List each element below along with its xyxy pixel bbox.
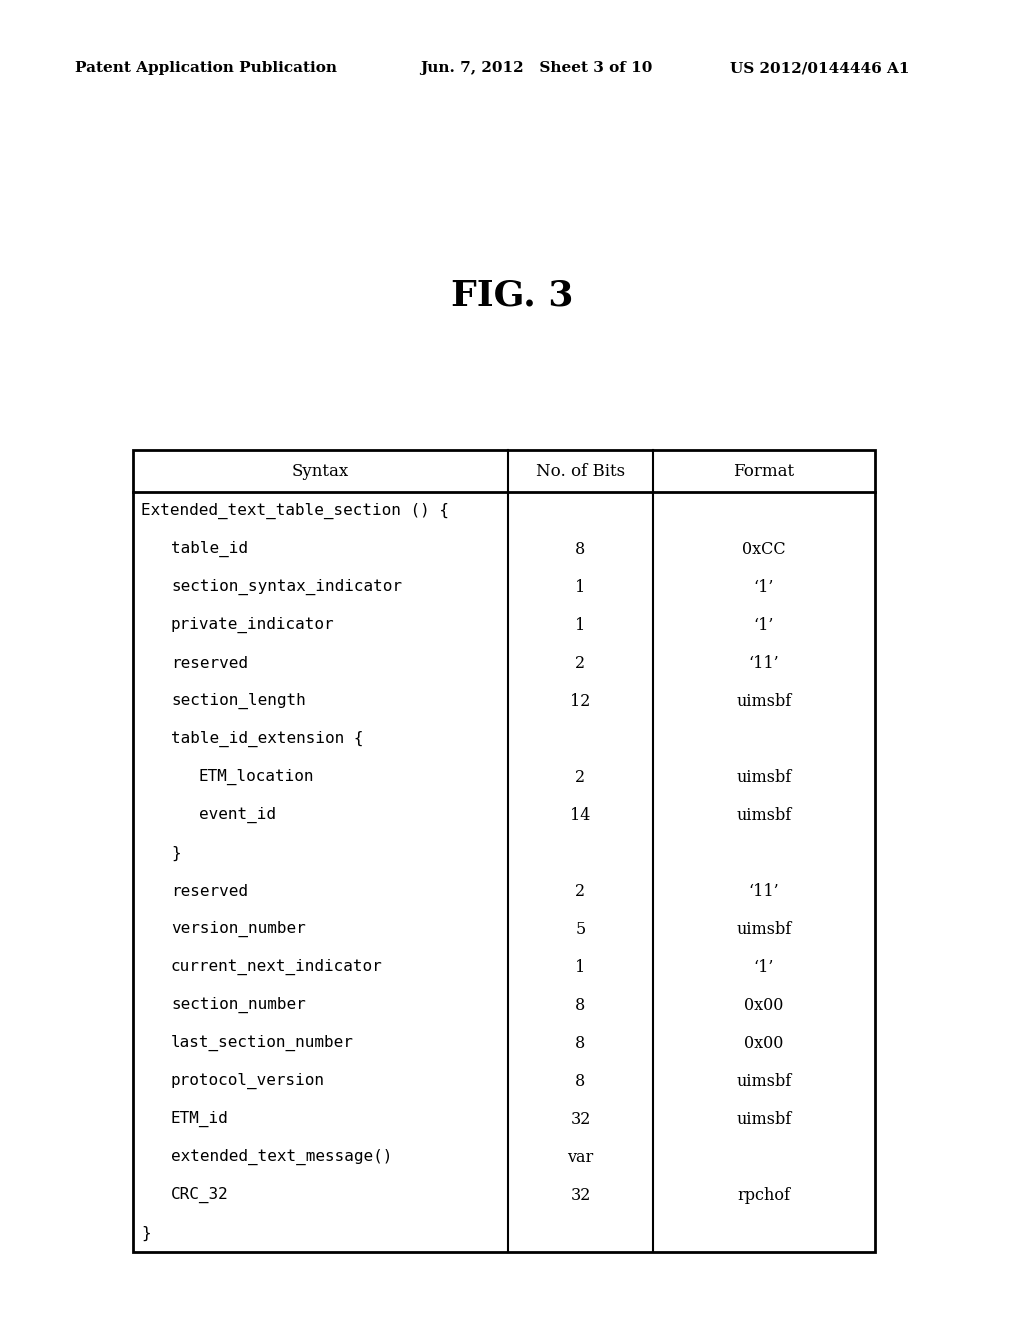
Text: Syntax: Syntax — [292, 462, 349, 479]
Text: 1: 1 — [575, 616, 586, 634]
Text: ‘1’: ‘1’ — [754, 616, 774, 634]
Text: reserved: reserved — [171, 883, 248, 899]
Text: Format: Format — [733, 462, 795, 479]
Text: uimsbf: uimsbf — [736, 768, 792, 785]
Text: uimsbf: uimsbf — [736, 1110, 792, 1127]
Text: US 2012/0144446 A1: US 2012/0144446 A1 — [730, 61, 909, 75]
Text: rpchof: rpchof — [737, 1187, 791, 1204]
Text: No. of Bits: No. of Bits — [536, 462, 625, 479]
Text: ‘1’: ‘1’ — [754, 578, 774, 595]
Text: 5: 5 — [575, 920, 586, 937]
Text: current_next_indicator: current_next_indicator — [171, 958, 383, 975]
Text: 2: 2 — [575, 655, 586, 672]
Text: 2: 2 — [575, 768, 586, 785]
Text: ETM_location: ETM_location — [199, 768, 314, 785]
Text: 12: 12 — [570, 693, 591, 710]
Text: 8: 8 — [575, 1072, 586, 1089]
Text: FIG. 3: FIG. 3 — [451, 279, 573, 312]
Text: section_syntax_indicator: section_syntax_indicator — [171, 579, 402, 595]
Text: uimsbf: uimsbf — [736, 1072, 792, 1089]
Text: uimsbf: uimsbf — [736, 920, 792, 937]
Text: table_id: table_id — [171, 541, 248, 557]
Text: 32: 32 — [570, 1187, 591, 1204]
Text: uimsbf: uimsbf — [736, 693, 792, 710]
Text: var: var — [567, 1148, 594, 1166]
Text: }: } — [141, 1225, 151, 1241]
Text: reserved: reserved — [171, 656, 248, 671]
Text: ETM_id: ETM_id — [171, 1111, 228, 1127]
Text: 2: 2 — [575, 883, 586, 899]
Text: ‘1’: ‘1’ — [754, 958, 774, 975]
Text: 32: 32 — [570, 1110, 591, 1127]
Text: ‘11’: ‘11’ — [749, 655, 779, 672]
Text: Jun. 7, 2012   Sheet 3 of 10: Jun. 7, 2012 Sheet 3 of 10 — [420, 61, 652, 75]
Text: CRC_32: CRC_32 — [171, 1187, 228, 1203]
Text: Extended_text_table_section () {: Extended_text_table_section () { — [141, 503, 449, 519]
Text: ‘11’: ‘11’ — [749, 883, 779, 899]
Text: last_section_number: last_section_number — [171, 1035, 354, 1051]
Text: 8: 8 — [575, 540, 586, 557]
Text: 0x00: 0x00 — [744, 997, 783, 1014]
Text: uimsbf: uimsbf — [736, 807, 792, 824]
Text: Patent Application Publication: Patent Application Publication — [75, 61, 337, 75]
Text: 0xCC: 0xCC — [742, 540, 785, 557]
Text: 8: 8 — [575, 1035, 586, 1052]
Text: 14: 14 — [570, 807, 591, 824]
Text: private_indicator: private_indicator — [171, 616, 335, 634]
Text: }: } — [171, 845, 180, 861]
Text: 0x00: 0x00 — [744, 1035, 783, 1052]
Text: 8: 8 — [575, 997, 586, 1014]
Text: section_length: section_length — [171, 693, 306, 709]
Text: 1: 1 — [575, 578, 586, 595]
Text: version_number: version_number — [171, 921, 306, 937]
Text: extended_text_message(): extended_text_message() — [171, 1148, 392, 1166]
Text: 1: 1 — [575, 958, 586, 975]
Text: section_number: section_number — [171, 997, 306, 1014]
Text: table_id_extension {: table_id_extension { — [171, 731, 364, 747]
Text: event_id: event_id — [199, 807, 276, 824]
Text: protocol_version: protocol_version — [171, 1073, 325, 1089]
Bar — [133, 450, 874, 1251]
